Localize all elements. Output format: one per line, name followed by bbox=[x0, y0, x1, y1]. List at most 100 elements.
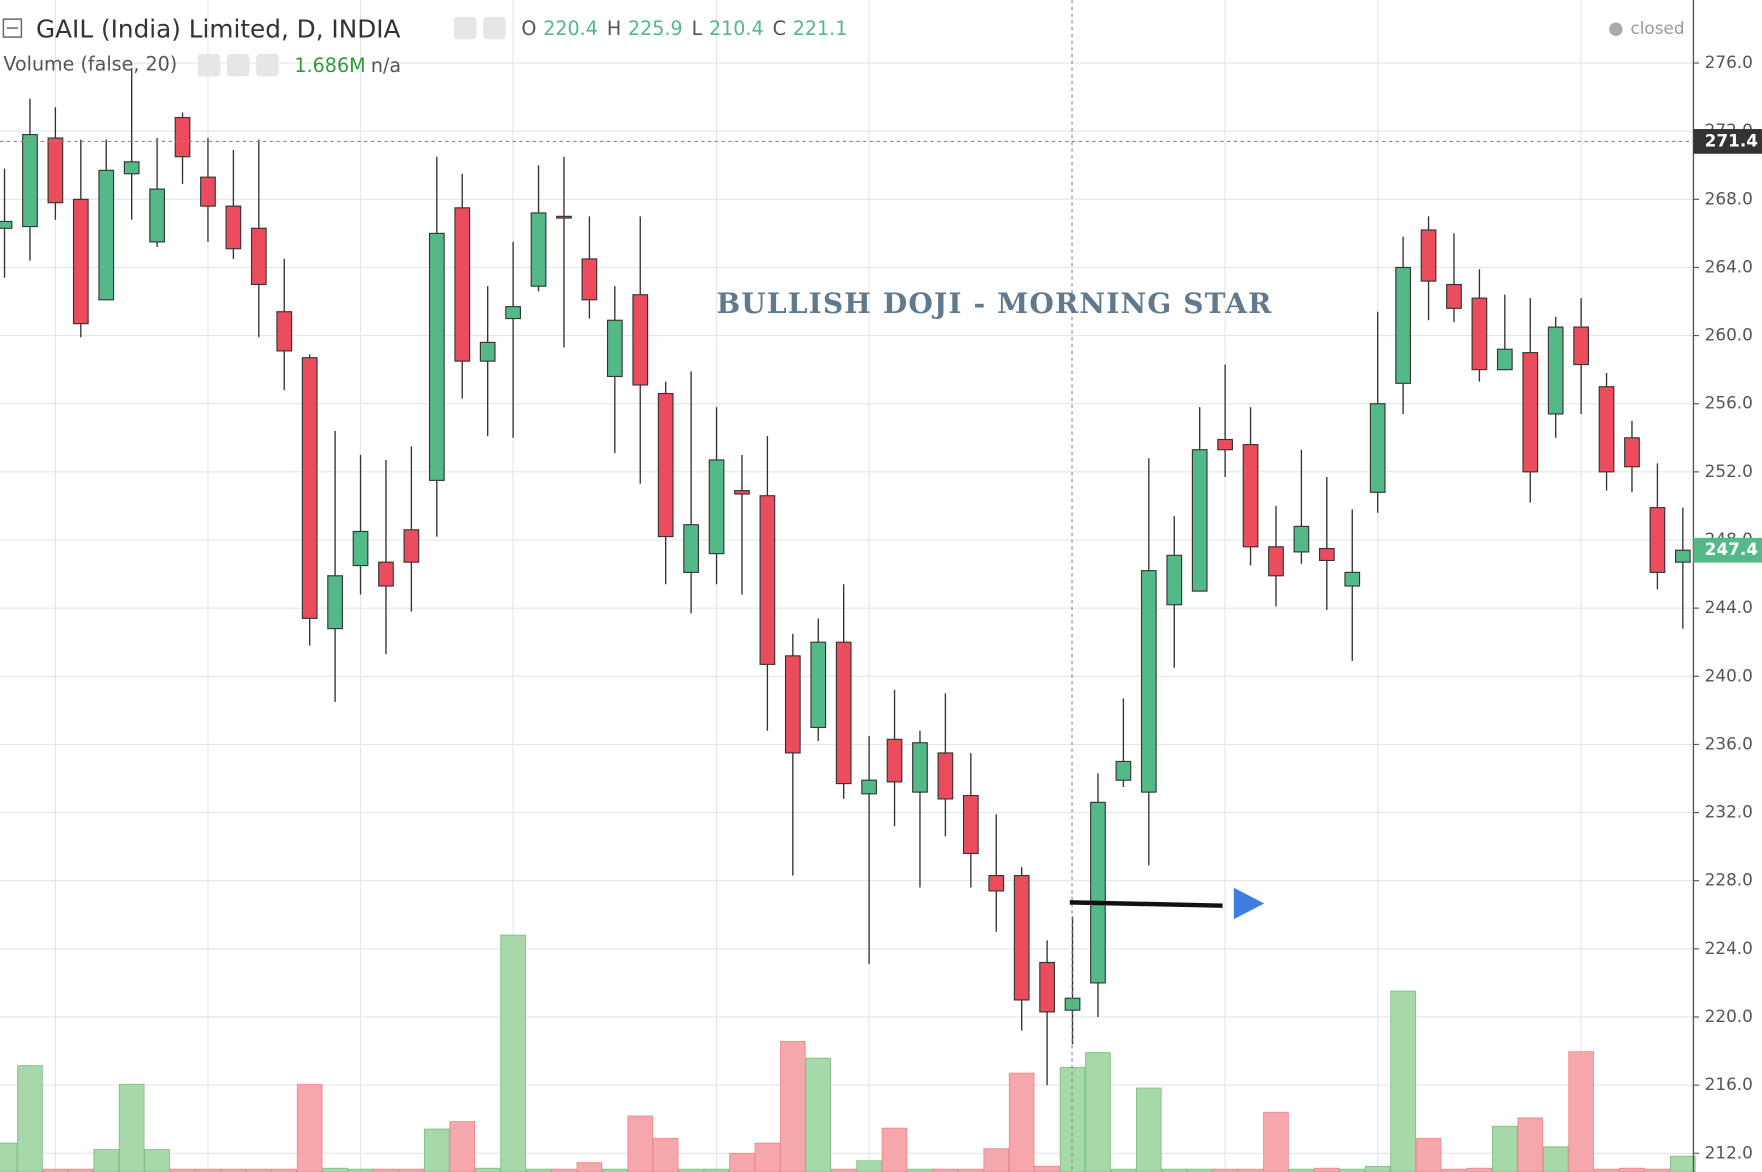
candle-body bbox=[962, 794, 979, 855]
vol-settings-button[interactable] bbox=[227, 53, 250, 77]
volume-value: 1.686M bbox=[294, 54, 365, 77]
vol-eye-button[interactable] bbox=[197, 53, 221, 77]
last-price-tag bbox=[1693, 537, 1762, 563]
volume-bar bbox=[602, 1168, 628, 1172]
volume-bar bbox=[1288, 1168, 1315, 1172]
volume-bar bbox=[17, 1065, 43, 1172]
candle-body bbox=[784, 655, 801, 754]
ohlc-key: L bbox=[692, 17, 703, 40]
volume-bar bbox=[474, 1167, 501, 1172]
volume-bar bbox=[1110, 1168, 1137, 1172]
arrow-line bbox=[1069, 900, 1223, 908]
ohlc-legend: O 220.4 H 225.9 L 210.4 C 221.1 bbox=[521, 17, 847, 40]
volume-bar bbox=[1644, 1168, 1671, 1172]
y-tick-label: 276.0 bbox=[1705, 52, 1753, 72]
volume-bar bbox=[398, 1168, 425, 1172]
volume-bar bbox=[652, 1137, 679, 1172]
y-tick-label: 244.0 bbox=[1705, 597, 1753, 617]
candle-body bbox=[403, 529, 420, 563]
volume-bar bbox=[93, 1149, 120, 1172]
volume-bar bbox=[1670, 1155, 1696, 1172]
candle-body bbox=[428, 232, 445, 481]
vol-close-button[interactable] bbox=[256, 53, 279, 77]
candle-body bbox=[301, 357, 318, 619]
volume-bar bbox=[296, 1083, 323, 1172]
candle-body bbox=[1547, 326, 1564, 415]
crosshair-price: 271.4 bbox=[1705, 130, 1758, 150]
candle-body bbox=[1573, 326, 1589, 366]
candle-body bbox=[1471, 297, 1488, 371]
volume-bar bbox=[271, 1168, 298, 1172]
volume-bar bbox=[1186, 1168, 1213, 1172]
grid bbox=[0, 0, 1694, 1172]
volume-bar bbox=[551, 1168, 577, 1172]
candle-body bbox=[530, 212, 547, 287]
volume-bar bbox=[424, 1128, 450, 1172]
candle-body bbox=[250, 227, 267, 286]
candle-body bbox=[1268, 546, 1284, 577]
volume-bar bbox=[500, 934, 526, 1172]
volume-bar bbox=[1161, 1168, 1188, 1172]
volume-bar bbox=[1237, 1168, 1264, 1172]
candle-body bbox=[581, 258, 598, 301]
candle-body bbox=[861, 779, 877, 795]
candle-body bbox=[1090, 801, 1106, 984]
volume-bar bbox=[627, 1115, 654, 1172]
volume-bar bbox=[525, 1168, 552, 1172]
volume-bar bbox=[856, 1160, 882, 1172]
ohlc-value: 221.1 bbox=[793, 17, 848, 40]
volume-bar bbox=[805, 1057, 832, 1172]
candle-body bbox=[1522, 352, 1539, 473]
candle-body bbox=[556, 215, 572, 219]
volume-bar bbox=[1364, 1165, 1391, 1172]
candle-body bbox=[72, 198, 89, 325]
volume-label: Volume (false, 20) bbox=[3, 53, 177, 76]
candle-body bbox=[1344, 571, 1361, 587]
volume-bar bbox=[907, 1168, 933, 1172]
volume-ma: n/a bbox=[371, 54, 401, 77]
last-price: 247.4 bbox=[1705, 539, 1758, 559]
candle-body bbox=[759, 495, 776, 665]
volume-bar bbox=[932, 1168, 959, 1172]
candle-body bbox=[1013, 875, 1030, 1001]
volume-bar bbox=[983, 1148, 1010, 1172]
candle-body bbox=[1598, 386, 1615, 473]
volume-bar bbox=[1542, 1146, 1569, 1172]
candle-body bbox=[149, 188, 165, 243]
volume-bar bbox=[958, 1168, 984, 1172]
volume-bar bbox=[703, 1168, 730, 1172]
candle-body bbox=[352, 530, 369, 567]
candle-body bbox=[1217, 438, 1233, 451]
volume-bar bbox=[729, 1152, 755, 1172]
volume-bar bbox=[373, 1168, 399, 1172]
volume-bar bbox=[1136, 1087, 1162, 1172]
ohlc-key: H bbox=[607, 17, 621, 40]
candle-body bbox=[1293, 525, 1310, 553]
volume-bar bbox=[1263, 1111, 1289, 1172]
eye-button[interactable] bbox=[454, 16, 477, 40]
candle-body bbox=[1624, 437, 1640, 468]
volume-bar bbox=[347, 1168, 374, 1172]
candle-body bbox=[276, 311, 293, 352]
volume-bar bbox=[246, 1168, 272, 1172]
volume-bar bbox=[449, 1121, 476, 1172]
ohlc-value: 210.4 bbox=[709, 17, 764, 40]
candle-body bbox=[225, 205, 242, 250]
y-tick-label: 212.0 bbox=[1705, 1142, 1753, 1162]
candle-body bbox=[1395, 266, 1411, 384]
ohlc-key: C bbox=[773, 17, 786, 40]
collapse-button[interactable] bbox=[2, 18, 23, 38]
y-tick-label: 252.0 bbox=[1705, 461, 1753, 481]
volume-bar bbox=[754, 1142, 781, 1172]
volume-bar bbox=[1034, 1165, 1060, 1172]
candle-body bbox=[1191, 449, 1208, 592]
candle-body bbox=[22, 134, 38, 228]
settings-button[interactable] bbox=[483, 16, 506, 40]
candle-body bbox=[454, 207, 471, 362]
volume-bar bbox=[322, 1167, 348, 1172]
y-tick-label: 256.0 bbox=[1705, 393, 1753, 413]
y-tick-label: 236.0 bbox=[1705, 733, 1753, 753]
candle-body bbox=[378, 561, 394, 587]
candle-body bbox=[734, 490, 750, 495]
